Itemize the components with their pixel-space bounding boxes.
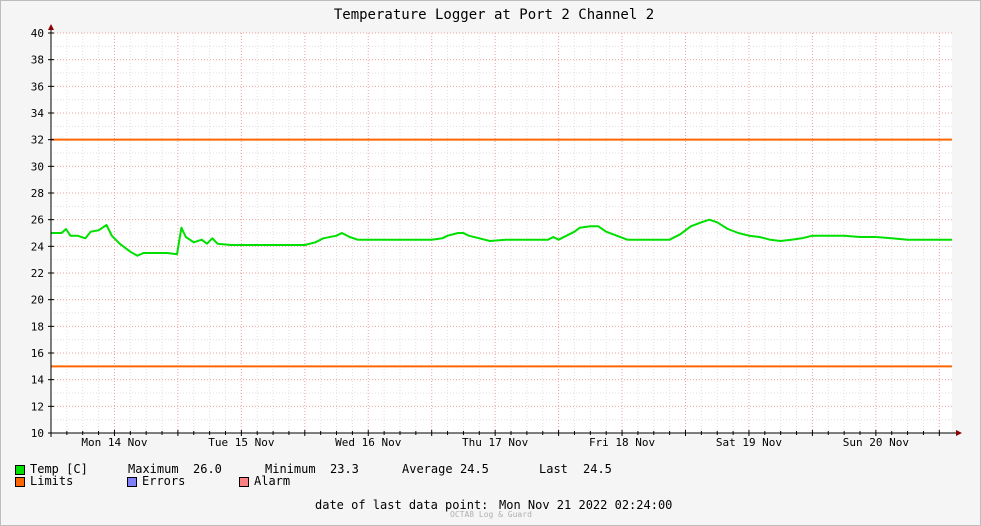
- average-label: Average: [402, 462, 453, 476]
- y-tick-label: 24: [31, 240, 45, 253]
- maximum-label: Maximum: [128, 462, 179, 476]
- x-axis-arrow: [956, 430, 962, 436]
- temperature-series-line: [51, 218, 952, 257]
- y-tick-label: 28: [31, 187, 44, 200]
- y-tick-label: 20: [31, 294, 44, 307]
- watermark: OCTA8 Log & Guard: [450, 510, 532, 519]
- temp-legend-label: Temp [C]: [30, 462, 88, 476]
- y-tick-label: 16: [31, 347, 44, 360]
- x-day-label: Thu 17 Nov: [462, 436, 529, 449]
- last-data-point-value: Mon Nov 21 2022 02:24:00: [499, 498, 673, 512]
- x-day-label: Tue 15 Nov: [208, 436, 275, 449]
- temp-legend-swatch: [15, 465, 25, 475]
- last-value: 24.5: [583, 462, 612, 476]
- limits-legend-swatch: [15, 477, 25, 487]
- alarm-legend-label: Alarm: [254, 474, 291, 488]
- y-tick-label: 36: [31, 80, 44, 93]
- axes: [48, 24, 962, 437]
- last-data-point-label: date of last data point:: [315, 498, 489, 512]
- y-tick-label: 40: [31, 27, 44, 40]
- x-tick-labels: Mon 14 Nov Tue 15 Nov Wed 16 Nov Thu 17 Nov…: [81, 436, 909, 449]
- series-layer: [51, 218, 952, 257]
- limits-legend-label: Limits: [30, 474, 74, 488]
- alarm-legend-swatch: [239, 477, 249, 487]
- average-value: 24.5: [460, 462, 489, 476]
- limit-lines: [51, 138, 952, 368]
- y-tick-label: 38: [31, 54, 44, 67]
- errors-legend-label: Errors: [142, 474, 186, 488]
- last-label: Last: [539, 462, 568, 476]
- minimum-value: 23.3: [330, 462, 359, 476]
- y-tick-label: 14: [31, 374, 45, 387]
- x-day-label: Sat 19 Nov: [716, 436, 783, 449]
- x-day-label: Wed 16 Nov: [335, 436, 402, 449]
- y-tick-label: 22: [31, 267, 44, 280]
- y-tick-label: 12: [31, 400, 44, 413]
- x-day-label: Sun 20 Nov: [843, 436, 910, 449]
- y-tick-label: 32: [31, 134, 44, 147]
- y-tick-label: 30: [31, 160, 44, 173]
- y-tick-label: 18: [31, 320, 44, 333]
- x-day-label: Fri 18 Nov: [589, 436, 656, 449]
- minimum-label: Minimum: [265, 462, 316, 476]
- chart-title: Temperature Logger at Port 2 Channel 2: [334, 7, 654, 23]
- y-tick-label: 10: [31, 427, 44, 440]
- maximum-value: 26.0: [193, 462, 222, 476]
- y-tick-label: 26: [31, 214, 44, 227]
- x-day-label: Mon 14 Nov: [81, 436, 148, 449]
- y-tick-labels: 10 12 14 16 18 20 22 24 26 28 30 32 34 36 38 40: [31, 27, 45, 440]
- y-axis-arrow: [48, 24, 54, 30]
- errors-legend-swatch: [127, 477, 137, 487]
- y-tick-label: 34: [31, 107, 45, 120]
